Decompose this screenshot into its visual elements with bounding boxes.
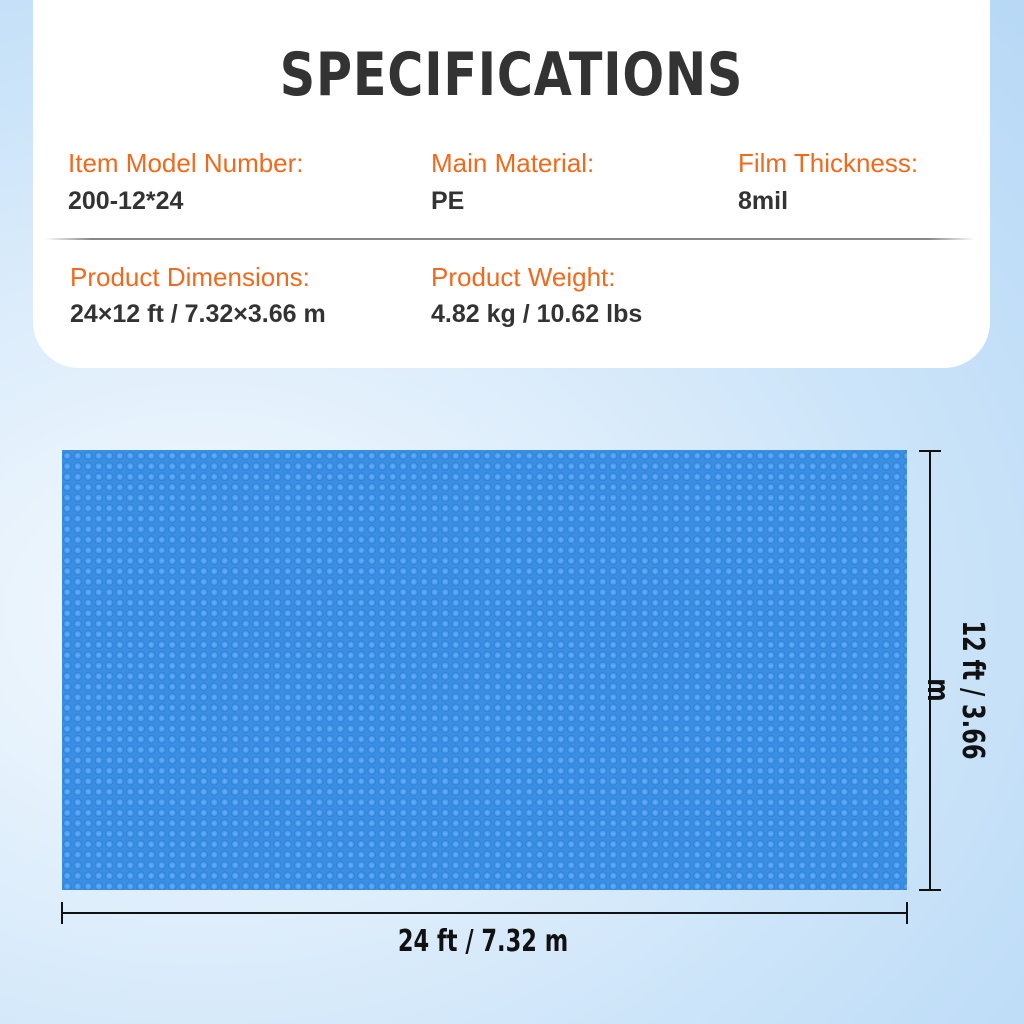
divider bbox=[45, 238, 975, 240]
width-tick-left bbox=[61, 902, 63, 924]
width-tick-right bbox=[906, 902, 908, 924]
spec-value-model: 200-12*24 bbox=[68, 187, 184, 215]
spec-label-model: Item Model Number: bbox=[68, 148, 304, 178]
width-label: 24 ft / 7.32 m bbox=[397, 924, 569, 959]
pool-cover-image bbox=[62, 450, 907, 890]
width-arrow bbox=[63, 912, 906, 914]
height-label: 12 ft / 3.66 m bbox=[920, 620, 990, 760]
spec-value-dimensions: 24×12 ft / 7.32×3.66 m bbox=[70, 300, 326, 328]
spec-value-thickness: 8mil bbox=[738, 187, 789, 215]
spec-label-dimensions: Product Dimensions: bbox=[70, 262, 310, 292]
height-arrow bbox=[929, 452, 931, 889]
height-tick-top bbox=[919, 450, 941, 452]
height-tick-bottom bbox=[919, 889, 941, 891]
spec-label-material: Main Material: bbox=[431, 148, 595, 178]
spec-value-weight: 4.82 kg / 10.62 lbs bbox=[431, 300, 643, 328]
page-title: SPECIFICATIONS bbox=[279, 40, 744, 110]
spec-value-material: PE bbox=[431, 187, 465, 215]
spec-label-thickness: Film Thickness: bbox=[738, 148, 919, 178]
specifications-card: SPECIFICATIONS Item Model Number: 200-12… bbox=[33, 0, 990, 368]
spec-label-weight: Product Weight: bbox=[431, 262, 616, 292]
